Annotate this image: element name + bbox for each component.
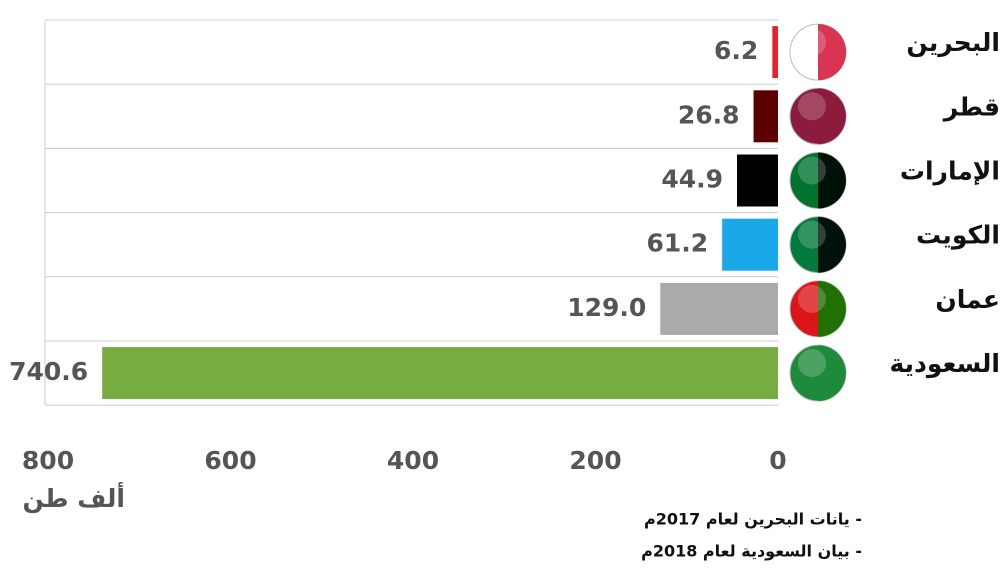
flag-shine xyxy=(798,156,826,185)
x-tick-label: 0 xyxy=(769,446,786,475)
category-label: الكويت xyxy=(916,221,1000,251)
value-label: 61.2 xyxy=(646,229,708,258)
flag-part xyxy=(818,88,846,145)
flags xyxy=(789,23,847,402)
bar xyxy=(660,282,778,335)
flag-part xyxy=(818,216,846,273)
value-label: 740.6 xyxy=(9,357,88,386)
bar xyxy=(737,154,778,207)
category-label: عمان xyxy=(935,285,1000,314)
note: - بيان السعودية لعام 2018م xyxy=(641,542,862,561)
flag-shine xyxy=(798,220,826,249)
flag-shine xyxy=(798,92,826,121)
category-label: البحرين xyxy=(906,28,1000,58)
flag-part xyxy=(818,280,846,337)
x-tick-label: 600 xyxy=(204,446,256,475)
category-label: الإمارات xyxy=(900,157,1000,186)
value-label: 129.0 xyxy=(567,293,646,322)
x-tick-label: 400 xyxy=(387,446,439,475)
note: - يانات البحرين لعام 2017م xyxy=(644,510,862,529)
bar xyxy=(722,218,778,271)
flag-shine xyxy=(798,349,826,378)
value-label: 26.8 xyxy=(678,100,740,129)
bar xyxy=(753,90,778,143)
x-tick-label: 200 xyxy=(569,446,621,475)
flag-shine xyxy=(798,284,826,313)
category-label: قطر xyxy=(942,92,1000,122)
flag-part xyxy=(818,24,846,81)
x-axis-label: ألف طن xyxy=(23,482,125,514)
flag-part xyxy=(818,152,846,209)
bar xyxy=(772,26,778,79)
category-label: السعودية xyxy=(889,349,1000,379)
value-label: 6.2 xyxy=(714,36,758,65)
x-tick-label: 800 xyxy=(22,446,74,475)
flag-shine xyxy=(798,28,826,57)
bar xyxy=(102,347,778,400)
value-label: 44.9 xyxy=(661,165,723,194)
flag-part xyxy=(818,345,846,402)
